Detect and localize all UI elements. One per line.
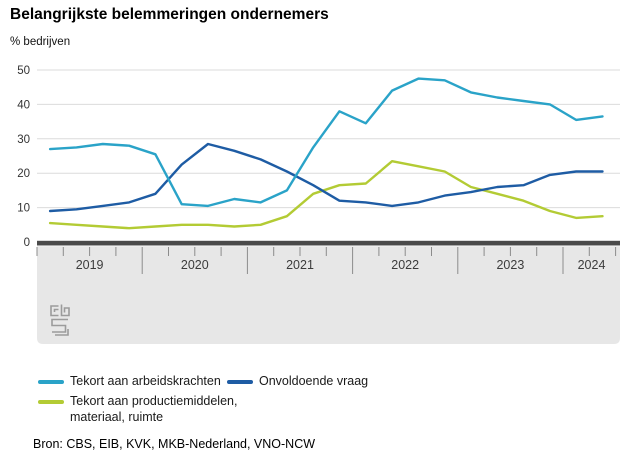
source-note: Bron: CBS, EIB, KVK, MKB-Nederland, VNO-… [33,437,316,451]
legend-swatch-onvoldoende-vraag-icon [227,380,253,384]
page-title: Belangrijkste belemmeringen ondernemers [10,6,329,23]
x-axis-bar-shadow [37,245,620,247]
legend-label: Tekort aan arbeidskrachten [70,374,221,388]
x-year-label: 2023 [496,258,524,272]
legend-label: Onvoldoende vraag [259,374,369,388]
y-tick-label: 50 [17,65,30,77]
x-year-label: 2021 [286,258,314,272]
y-tick-label: 0 [24,237,30,249]
x-year-label: 2019 [76,258,104,272]
line-chart: 0 10 20 30 40 50 2019 2020 2021 2022 2023 2024 [17,65,620,344]
x-axis-bar [37,240,620,246]
legend-swatch-tekort-arbeidskrachten-icon [38,380,64,384]
y-tick-label: 40 [17,99,30,111]
series-line-onvoldoende-vraag [48,142,604,213]
x-year-label: 2022 [391,258,419,272]
y-axis-unit-label: % bedrijven [10,36,71,48]
series-line-tekort-aan-arbeidskrachten [48,77,604,208]
x-year-label: 2020 [181,258,209,272]
y-tick-label: 30 [17,134,30,146]
y-tick-label: 20 [17,168,30,180]
series-line-tekort-aan-productiemiddelen-materiaal-ruimte [48,159,604,230]
y-tick-label: 10 [17,203,30,215]
cbs-logo-icon [50,304,70,336]
legend-item-tekort-productiemiddelen: Tekort aan productiemiddelen, materiaal,… [38,393,237,425]
legend-item-tekort-arbeidskrachten: Tekort aan arbeidskrachten [38,373,221,389]
x-year-label: 2024 [578,258,606,272]
legend-swatch-tekort-productiemiddelen-icon [38,400,64,404]
legend-label: Tekort aan productiemiddelen, materiaal,… [70,394,238,424]
timeline-band [37,247,620,344]
legend-item-onvoldoende-vraag: Onvoldoende vraag [227,373,368,389]
